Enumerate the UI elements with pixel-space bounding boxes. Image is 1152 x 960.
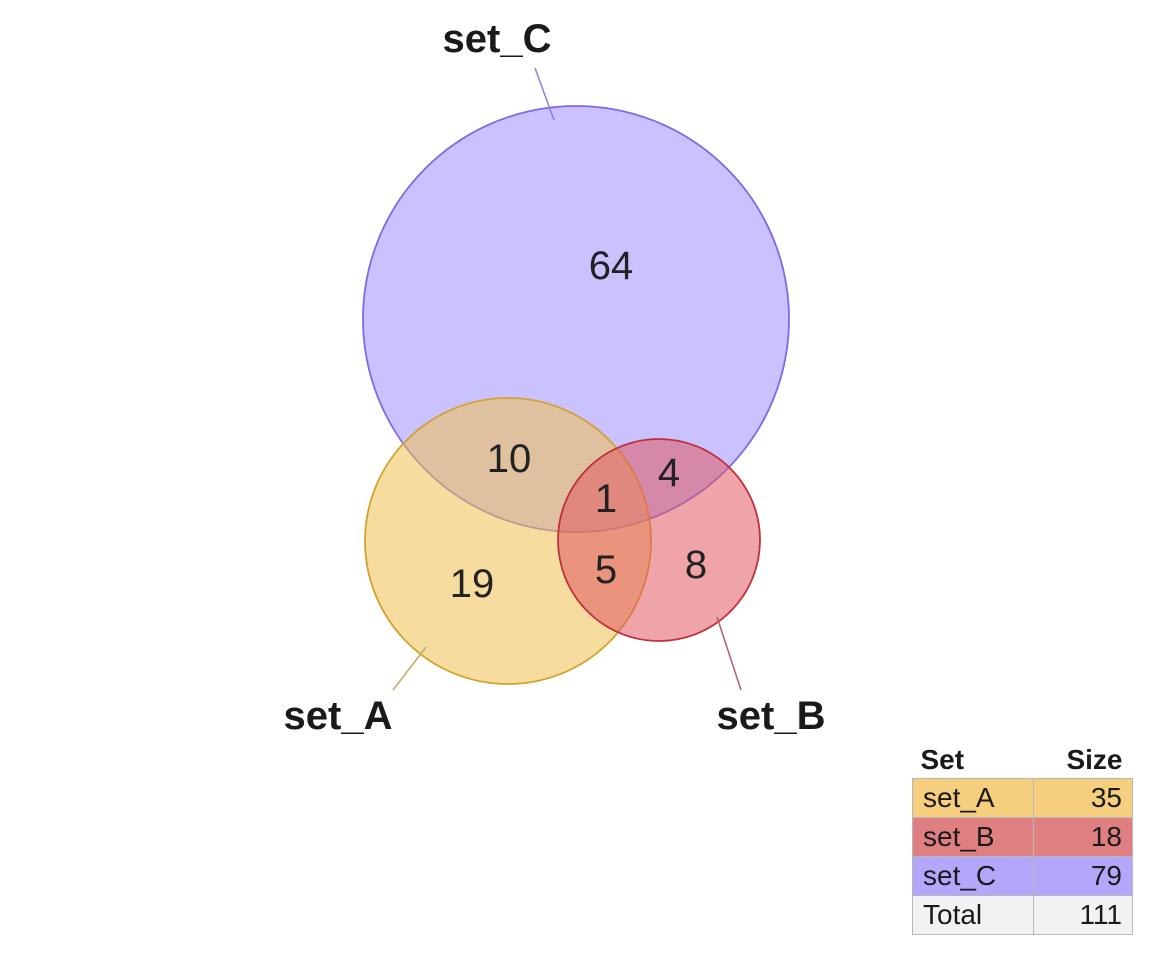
leader-line-set-b xyxy=(716,616,742,691)
count-a-only: 19 xyxy=(450,562,495,606)
legend-total-size: 111 xyxy=(1033,895,1133,935)
leader-line-set-a xyxy=(392,646,427,691)
circle-set-b xyxy=(557,438,761,642)
leader-line-set-c xyxy=(534,67,555,121)
count-c-only: 64 xyxy=(589,244,634,288)
count-a-c: 10 xyxy=(487,437,532,481)
label-set-b: set_B xyxy=(717,694,826,738)
legend-name: set_A xyxy=(912,778,1034,818)
label-set-a: set_A xyxy=(284,694,393,738)
legend-total-label: Total xyxy=(912,895,1034,935)
legend-name: set_B xyxy=(912,817,1034,857)
legend-table: Set Size set_A 35 set_B 18 set_C 79 Tota… xyxy=(912,742,1133,935)
count-a-b-c: 1 xyxy=(595,477,617,521)
legend-row-set-a: set_A 35 xyxy=(912,778,1133,818)
count-a-b: 5 xyxy=(595,548,617,592)
legend-row-set-c: set_C 79 xyxy=(912,856,1133,896)
legend-name: set_C xyxy=(912,856,1034,896)
legend-size: 79 xyxy=(1033,856,1133,896)
count-b-c: 4 xyxy=(658,451,680,495)
legend-size: 35 xyxy=(1033,778,1133,818)
legend-row-total: Total 111 xyxy=(912,895,1133,935)
count-b-only: 8 xyxy=(685,543,707,587)
legend-header-size: Size xyxy=(1066,744,1123,775)
legend-header-set: Set xyxy=(920,744,965,775)
legend-header-row: Set Size xyxy=(913,742,1133,779)
label-set-c: set_C xyxy=(443,17,552,61)
legend-row-set-b: set_B 18 xyxy=(912,817,1133,857)
legend-size: 18 xyxy=(1033,817,1133,857)
